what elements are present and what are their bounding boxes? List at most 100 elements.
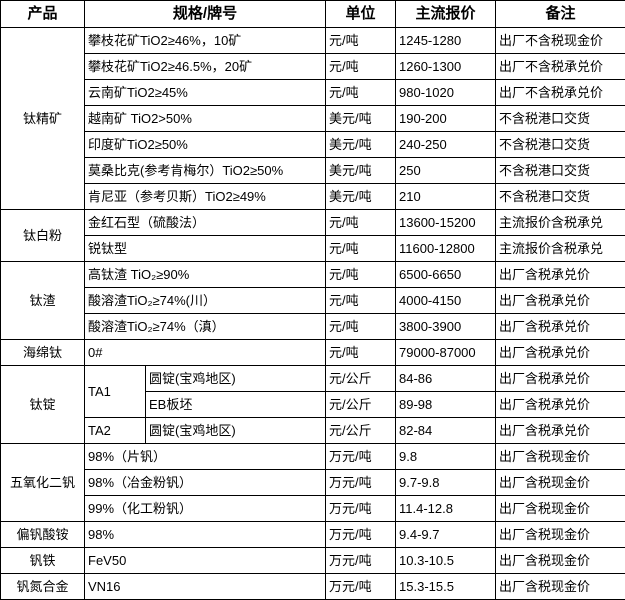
price-cell: 210 — [396, 184, 496, 210]
price-cell: 82-84 — [396, 418, 496, 444]
price-cell: 11.4-12.8 — [396, 496, 496, 522]
unit-cell: 万元/吨 — [326, 470, 396, 496]
unit-cell: 元/公斤 — [326, 392, 396, 418]
note-cell: 出厂不含税现金价 — [496, 28, 625, 54]
spec-cell: EB板坯 — [146, 392, 326, 418]
spec-cell: 99%（化工粉钒） — [85, 496, 326, 522]
unit-cell: 元/吨 — [326, 236, 396, 262]
unit-cell: 元/吨 — [326, 314, 396, 340]
price-cell: 15.3-15.5 — [396, 574, 496, 600]
note-cell: 不含税港口交货 — [496, 184, 625, 210]
unit-cell: 元/吨 — [326, 54, 396, 80]
price-cell: 11600-12800 — [396, 236, 496, 262]
price-cell: 1260-1300 — [396, 54, 496, 80]
unit-cell: 元/吨 — [326, 80, 396, 106]
spec-cell: 攀枝花矿TiO2≥46%，10矿 — [85, 28, 326, 54]
price-cell: 3800-3900 — [396, 314, 496, 340]
note-cell: 出厂含税承兑价 — [496, 392, 625, 418]
grade-cell: TA2 — [85, 418, 146, 444]
spec-cell: 越南矿 TiO2>50% — [85, 106, 326, 132]
price-cell: 84-86 — [396, 366, 496, 392]
unit-cell: 元/吨 — [326, 262, 396, 288]
product-name-cell: 钒氮合金 — [1, 574, 85, 600]
note-cell: 出厂含税承兑价 — [496, 340, 625, 366]
note-cell: 出厂含税现金价 — [496, 574, 625, 600]
unit-cell: 万元/吨 — [326, 574, 396, 600]
price-cell: 79000-87000 — [396, 340, 496, 366]
price-cell: 10.3-10.5 — [396, 548, 496, 574]
price-cell: 250 — [396, 158, 496, 184]
unit-cell: 万元/吨 — [326, 548, 396, 574]
unit-cell: 美元/吨 — [326, 106, 396, 132]
note-cell: 出厂含税承兑价 — [496, 366, 625, 392]
column-header-product: 产品 — [1, 1, 85, 28]
unit-cell: 元/吨 — [326, 210, 396, 236]
spec-cell: 圆锭(宝鸡地区) — [146, 366, 326, 392]
note-cell: 不含税港口交货 — [496, 132, 625, 158]
note-cell: 出厂不含税承兑价 — [496, 54, 625, 80]
price-cell: 980-1020 — [396, 80, 496, 106]
unit-cell: 万元/吨 — [326, 444, 396, 470]
price-cell: 1245-1280 — [396, 28, 496, 54]
product-name-cell: 钛锭 — [1, 366, 85, 444]
price-cell: 9.8 — [396, 444, 496, 470]
spec-cell: 98%（片钒） — [85, 444, 326, 470]
spec-cell: 酸溶渣TiO₂≥74%（滇） — [85, 314, 326, 340]
note-cell: 出厂含税现金价 — [496, 548, 625, 574]
product-name-cell: 钛精矿 — [1, 28, 85, 210]
unit-cell: 元/吨 — [326, 288, 396, 314]
note-cell: 主流报价含税承兑 — [496, 210, 625, 236]
product-name-cell: 海绵钛 — [1, 340, 85, 366]
unit-cell: 元/公斤 — [326, 366, 396, 392]
note-cell: 主流报价含税承兑 — [496, 236, 625, 262]
note-cell: 出厂不含税承兑价 — [496, 80, 625, 106]
spec-cell: 金红石型（硫酸法） — [85, 210, 326, 236]
unit-cell: 万元/吨 — [326, 496, 396, 522]
unit-cell: 元/吨 — [326, 28, 396, 54]
spec-cell: 莫桑比克(参考肯梅尔）TiO2≥50% — [85, 158, 326, 184]
price-cell: 6500-6650 — [396, 262, 496, 288]
spec-cell: 攀枝花矿TiO2≥46.5%，20矿 — [85, 54, 326, 80]
price-cell: 4000-4150 — [396, 288, 496, 314]
unit-cell: 元/公斤 — [326, 418, 396, 444]
grade-cell: TA1 — [85, 366, 146, 418]
column-header-note: 备注 — [496, 1, 625, 28]
unit-cell: 万元/吨 — [326, 522, 396, 548]
note-cell: 出厂含税现金价 — [496, 496, 625, 522]
spec-cell: 98%（冶金粉钒） — [85, 470, 326, 496]
spec-cell: 酸溶渣TiO₂≥74%(川） — [85, 288, 326, 314]
product-name-cell: 钛渣 — [1, 262, 85, 340]
unit-cell: 美元/吨 — [326, 184, 396, 210]
table-header: 产品 规格/牌号 单位 主流报价 备注 — [1, 1, 625, 28]
spec-cell: FeV50 — [85, 548, 326, 574]
spec-cell: 印度矿TiO2≥50% — [85, 132, 326, 158]
price-cell: 9.7-9.8 — [396, 470, 496, 496]
unit-cell: 美元/吨 — [326, 158, 396, 184]
product-name-cell: 偏钒酸铵 — [1, 522, 85, 548]
price-cell: 190-200 — [396, 106, 496, 132]
header-row: 产品 规格/牌号 单位 主流报价 备注 — [1, 1, 625, 28]
product-name-cell: 五氧化二钒 — [1, 444, 85, 522]
note-cell: 出厂含税现金价 — [496, 522, 625, 548]
price-cell: 240-250 — [396, 132, 496, 158]
unit-cell: 元/吨 — [326, 340, 396, 366]
price-cell: 13600-15200 — [396, 210, 496, 236]
note-cell: 不含税港口交货 — [496, 158, 625, 184]
note-cell: 不含税港口交货 — [496, 106, 625, 132]
column-header-spec: 规格/牌号 — [85, 1, 326, 28]
note-cell: 出厂含税承兑价 — [496, 288, 625, 314]
